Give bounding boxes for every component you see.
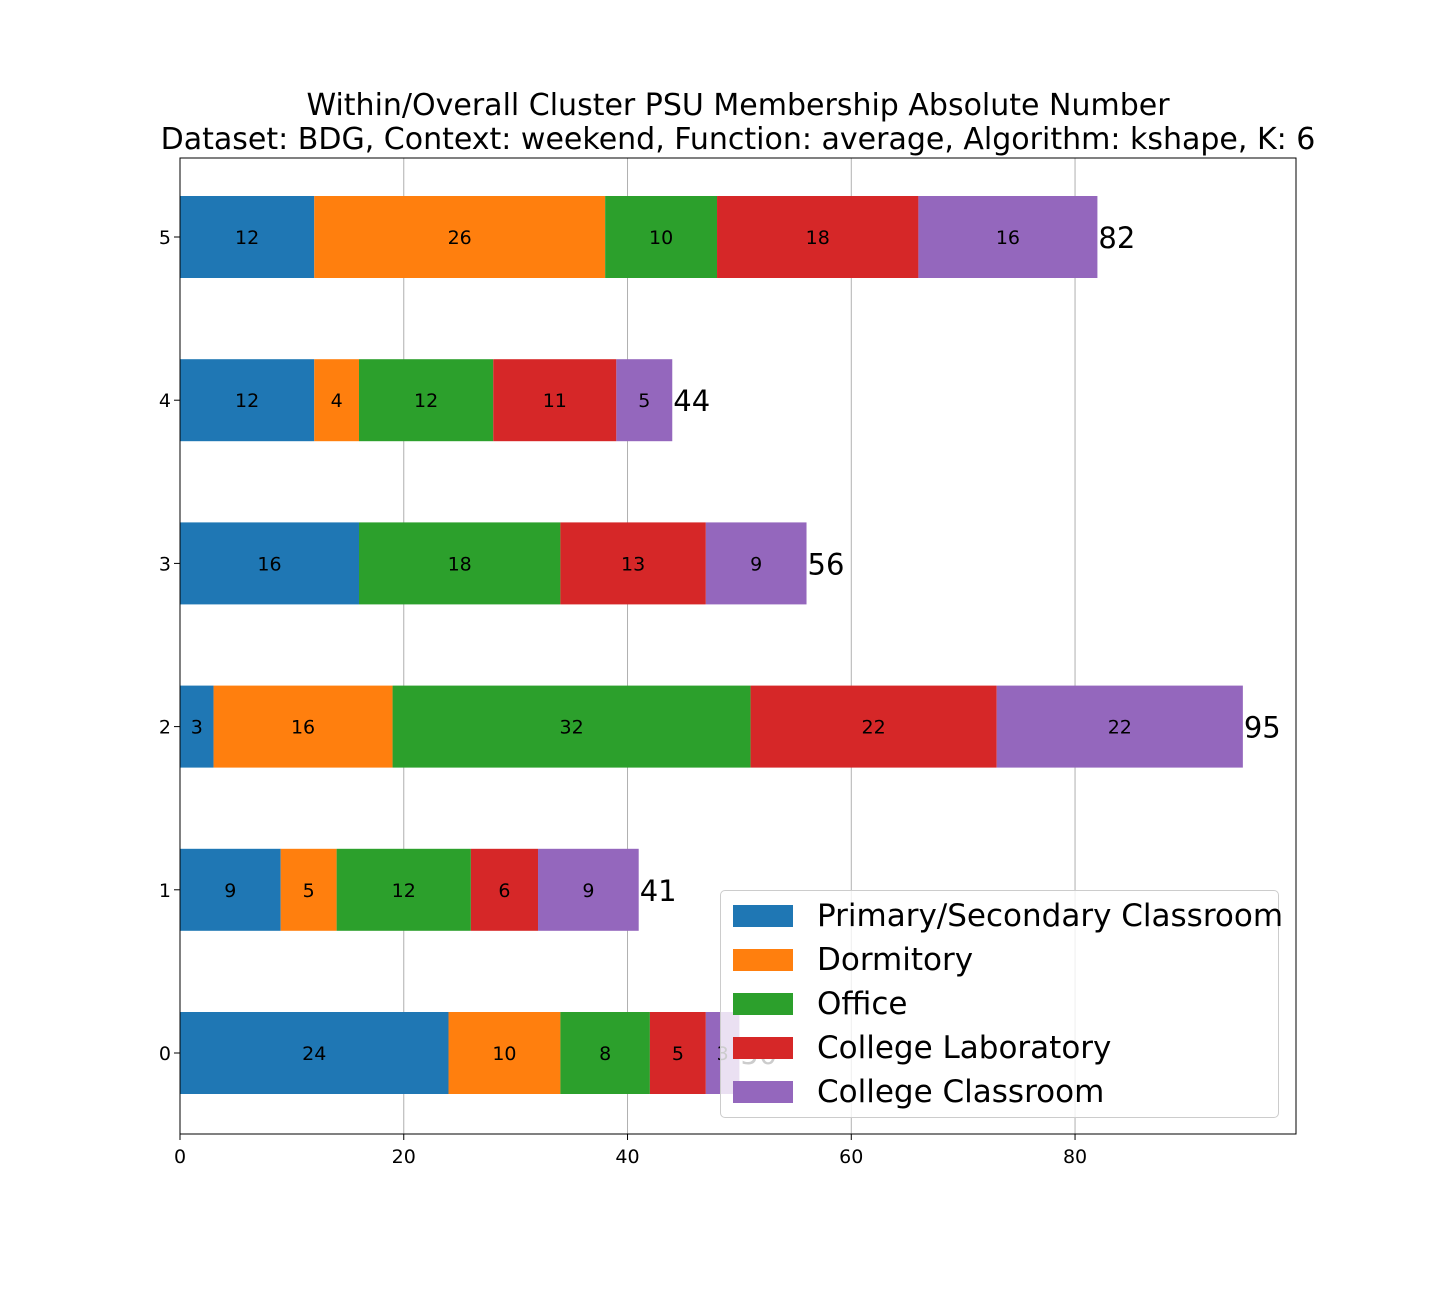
chart-title: Within/Overall Cluster PSU Membership Ab… [306,88,1170,123]
bar-segment [314,196,606,278]
legend-swatch [733,949,793,971]
bar-total-label: 44 [673,384,710,418]
legend-item: Office [733,982,908,1026]
bar-segment [180,522,360,605]
segment-label: 12 [235,390,259,412]
x-tick-label: 20 [392,1146,416,1168]
segment-label: 16 [996,227,1020,249]
x-tick-label: 60 [839,1146,863,1168]
y-tick-label: 3 [159,553,171,575]
bar-total-label: 95 [1244,711,1281,745]
segment-label: 13 [621,553,645,575]
legend-swatch [733,993,793,1015]
segment-label: 5 [672,1043,684,1065]
segment-label: 6 [498,880,510,902]
bar-segment [180,848,281,931]
bar-total-label: 56 [808,547,845,581]
bar-total-label: 82 [1098,221,1135,255]
bar-segment [649,1012,706,1094]
legend-item: College Classroom [733,1070,1104,1114]
bar-segment [560,1012,650,1094]
legend-label: College Classroom [817,1074,1105,1110]
legend-item: Dormitory [733,938,973,982]
bar-segment [359,359,494,442]
legend-label: Primary/Secondary Classroom [817,898,1284,934]
segment-label: 9 [582,880,594,902]
segment-label: 32 [559,717,583,739]
segment-label: 24 [302,1043,326,1065]
legend-swatch [733,905,793,927]
segment-label: 12 [414,390,438,412]
segment-label: 3 [191,717,203,739]
legend-label: Dormitory [817,942,974,978]
bar-segment [213,685,393,768]
bar-segment [180,685,214,768]
y-tick-label: 0 [159,1043,171,1065]
bar-segment [705,522,807,605]
bar-segment [996,685,1243,768]
legend-label: College Laboratory [817,1030,1112,1066]
bar-segment [538,848,639,931]
bar-segment [180,359,315,442]
plot-frame [179,157,1297,1135]
segment-label: 5 [303,880,315,902]
bar-segment [359,522,561,605]
x-tick-label: 0 [174,1146,186,1168]
bar-segment [560,522,706,605]
y-tick-label: 5 [159,227,171,249]
segment-label: 10 [492,1043,516,1065]
chart-subtitle: Dataset: BDG, Context: weekend, Function… [160,122,1316,157]
chart-legend: Primary/Secondary Classroom Dormitory Offi… [720,890,1283,1118]
segment-label: 18 [448,553,472,575]
segment-label: 8 [599,1043,611,1065]
segment-label: 12 [392,880,416,902]
segment-label: 16 [257,553,281,575]
segment-label: 5 [638,390,650,412]
legend-label: Office [817,986,908,1022]
bar-segment [616,359,673,442]
bar-segment [750,685,997,768]
segment-label: 22 [862,717,886,739]
bar-segment [180,196,315,278]
segment-label: 18 [806,227,830,249]
bar-segment [180,1012,449,1094]
legend-item: College Laboratory [733,1026,1111,1070]
bar-segment [470,848,539,931]
bar-total-label: 41 [640,874,677,908]
bar-segment [717,196,919,278]
bar-segment [336,848,471,931]
segment-label: 26 [448,227,472,249]
segment-label: 9 [224,880,236,902]
bar-segment [280,848,337,931]
bar-segment [493,359,617,442]
bar-segment [448,1012,561,1094]
bar-segment [314,359,360,442]
legend-swatch [733,1037,793,1059]
legend-swatch [733,1081,793,1103]
bar-segment [605,196,718,278]
segment-label: 11 [543,390,567,412]
bar-segment [392,685,751,768]
segment-label: 22 [1108,717,1132,739]
y-tick-label: 4 [159,390,171,412]
legend-item: Primary/Secondary Classroom [733,894,1283,938]
segment-label: 16 [291,717,315,739]
segment-label: 4 [331,390,343,412]
segment-label: 10 [649,227,673,249]
x-tick-label: 40 [615,1146,639,1168]
x-tick-label: 80 [1063,1146,1087,1168]
segment-label: 9 [750,553,762,575]
y-tick-label: 1 [159,880,171,902]
bar-segment [918,196,1098,278]
y-tick-label: 2 [159,717,171,739]
segment-label: 12 [235,227,259,249]
